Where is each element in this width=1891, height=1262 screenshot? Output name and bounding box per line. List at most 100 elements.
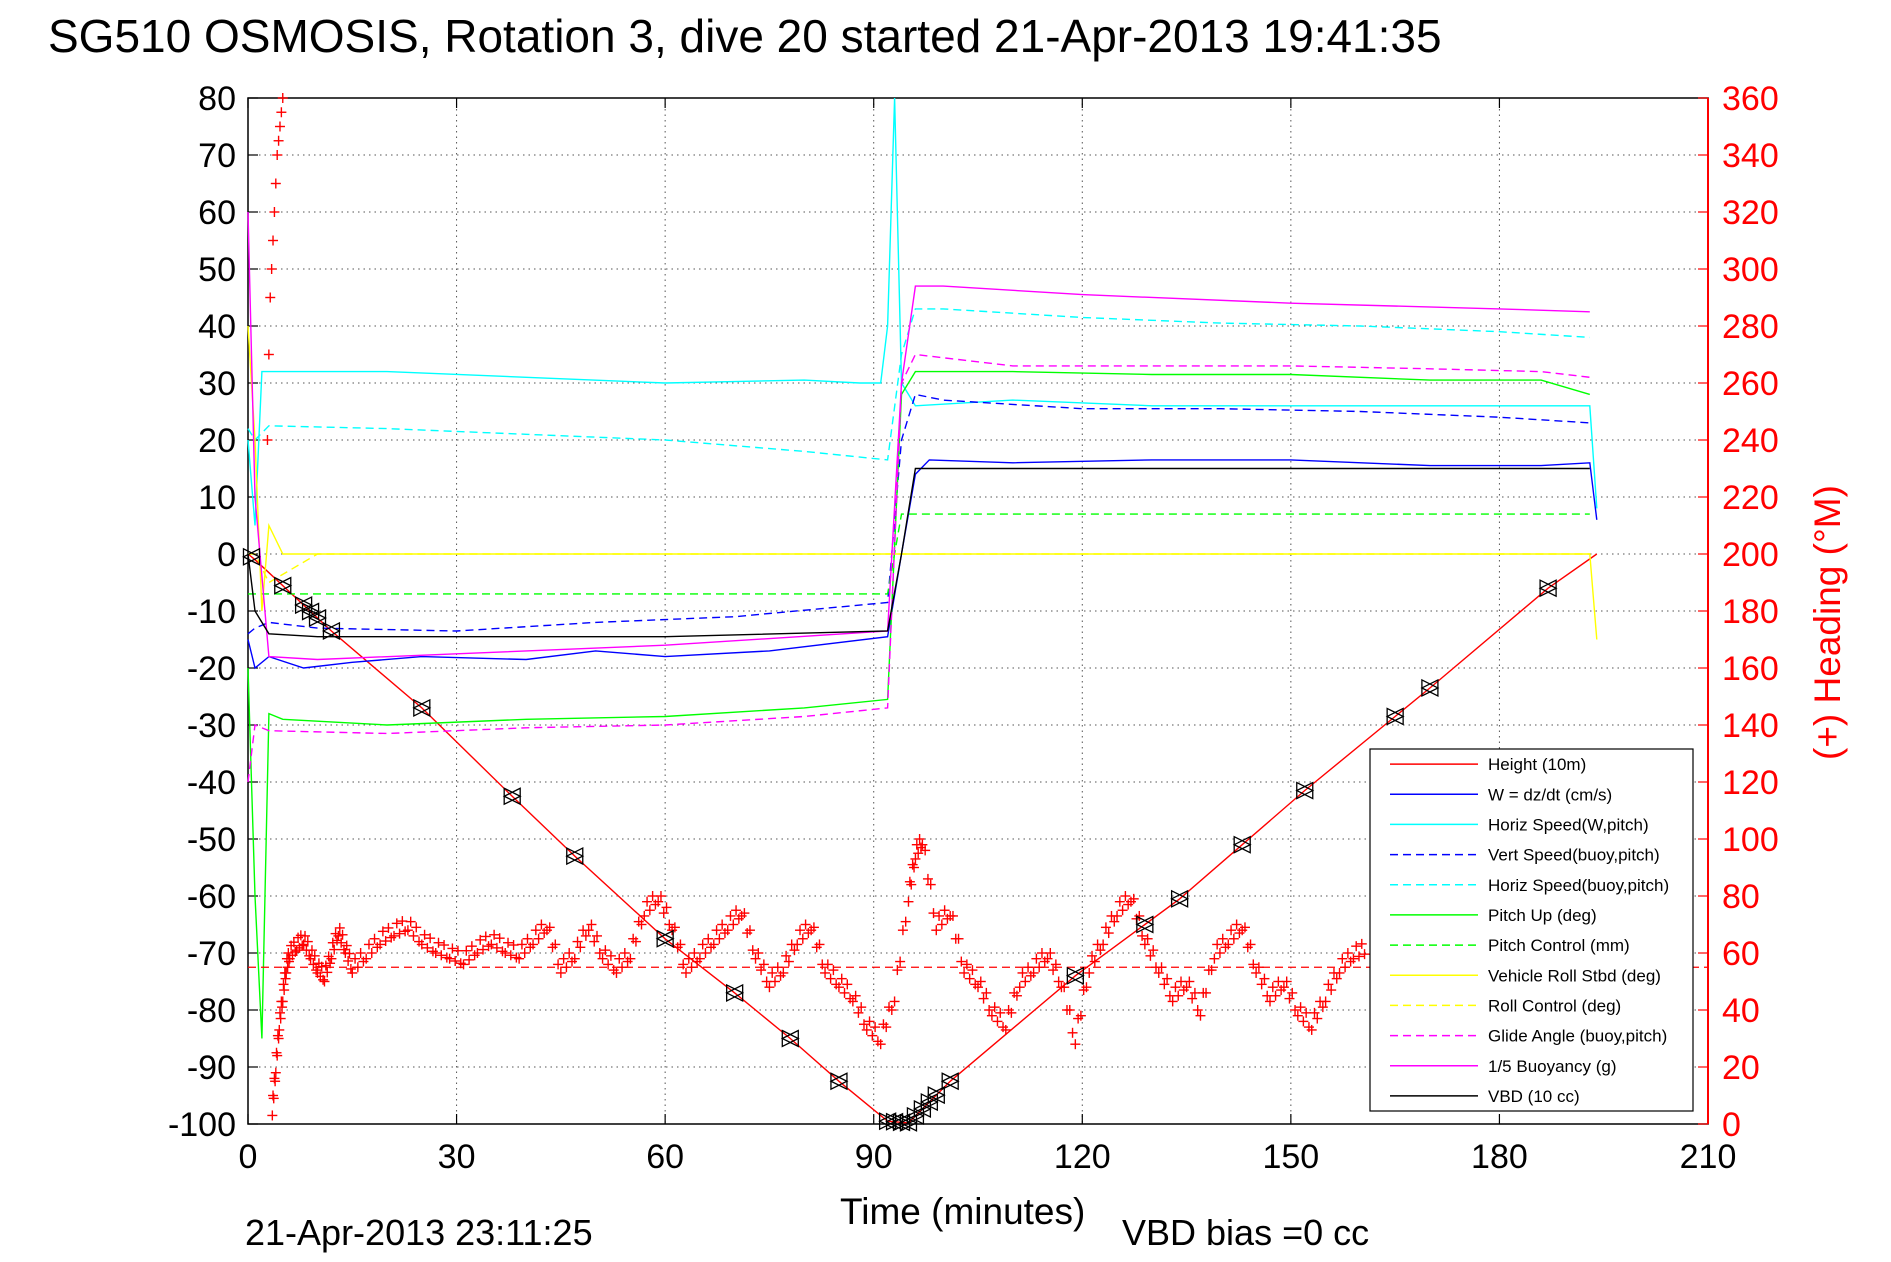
heading-marker bbox=[1164, 990, 1175, 1001]
heading-marker bbox=[275, 1013, 286, 1024]
heading-marker-spike bbox=[262, 435, 273, 445]
y-tick-label: -70 bbox=[187, 935, 236, 973]
heading-marker bbox=[1239, 922, 1250, 933]
heading-marker bbox=[1162, 973, 1173, 984]
triangle-marker bbox=[1135, 915, 1155, 934]
heading-marker bbox=[867, 1030, 878, 1041]
x-tick-labels: 0 30 60 90 120 150 180 210 bbox=[239, 1138, 1737, 1176]
heading-marker bbox=[1201, 987, 1212, 998]
heading-marker bbox=[1153, 967, 1164, 978]
heading-marker bbox=[642, 896, 653, 907]
heading-marker bbox=[343, 955, 354, 966]
heading-marker bbox=[322, 967, 333, 978]
heading-marker bbox=[603, 959, 614, 970]
heading-marker bbox=[1142, 933, 1153, 944]
heading-marker bbox=[1326, 985, 1337, 996]
heading-marker bbox=[614, 953, 625, 964]
triangle-left bbox=[412, 698, 431, 717]
heading-marker bbox=[1312, 1013, 1323, 1024]
heading-marker bbox=[1053, 976, 1064, 987]
y-tick-label: -100 bbox=[168, 1106, 236, 1144]
y-right-tick-label: 280 bbox=[1722, 308, 1779, 346]
triangle-marker bbox=[1420, 678, 1440, 698]
heading-marker bbox=[611, 967, 622, 978]
heading-marker bbox=[767, 967, 778, 978]
triangle-marker bbox=[940, 1072, 960, 1091]
heading-marker bbox=[836, 973, 847, 984]
heading-marker bbox=[917, 839, 928, 850]
triangle-left bbox=[565, 847, 584, 866]
heading-marker bbox=[739, 908, 750, 919]
triangle-left bbox=[294, 595, 313, 615]
triangle-marker bbox=[565, 847, 585, 866]
heading-marker bbox=[725, 910, 736, 921]
heading-marker bbox=[870, 1022, 881, 1033]
heading-marker bbox=[1176, 976, 1187, 987]
heading-marker bbox=[744, 925, 755, 936]
heading-marker bbox=[583, 925, 594, 936]
legend-label: Pitch Up (deg) bbox=[1488, 906, 1597, 925]
heading-marker bbox=[1192, 1005, 1203, 1015]
heading-marker bbox=[1228, 933, 1239, 944]
heading-marker bbox=[1098, 939, 1109, 950]
triangle-marker bbox=[905, 1106, 925, 1125]
heading-marker bbox=[1348, 953, 1359, 964]
y-tick-label: -50 bbox=[187, 821, 236, 859]
heading-marker bbox=[1187, 993, 1198, 1004]
heading-marker bbox=[981, 987, 992, 998]
heading-marker bbox=[661, 902, 672, 913]
triangle-marker bbox=[1295, 781, 1315, 800]
legend-item: 1/5 Buoyancy (g) bbox=[1390, 1057, 1617, 1076]
legend-item: W = dz/dt (cm/s) bbox=[1390, 785, 1612, 804]
heading-marker bbox=[528, 939, 539, 950]
heading-marker bbox=[1359, 949, 1370, 960]
footer-vbd-bias: VBD bias =0 cc bbox=[1122, 1212, 1369, 1253]
heading-marker bbox=[436, 950, 447, 961]
heading-marker bbox=[1000, 1024, 1011, 1035]
y-tick-label: -40 bbox=[187, 764, 236, 802]
heading-marker bbox=[1267, 982, 1278, 993]
heading-marker bbox=[856, 1002, 867, 1013]
series-line-2 bbox=[247, 97, 1598, 526]
heading-marker bbox=[300, 930, 311, 941]
heading-marker bbox=[600, 945, 611, 956]
heading-marker bbox=[1036, 948, 1047, 958]
heading-marker bbox=[1120, 891, 1131, 901]
heading-marker bbox=[366, 948, 377, 958]
heading-marker bbox=[319, 976, 330, 987]
heading-marker bbox=[361, 953, 372, 964]
heading-marker bbox=[769, 976, 780, 987]
y-right-tick-label: 80 bbox=[1722, 878, 1760, 916]
triangle-marker bbox=[1385, 707, 1405, 726]
heading-marker bbox=[1301, 1007, 1312, 1018]
heading-marker bbox=[1287, 987, 1298, 998]
heading-marker bbox=[728, 919, 739, 930]
heading-marker bbox=[486, 939, 497, 950]
y-right-tick-label: 200 bbox=[1722, 536, 1779, 574]
series-line-1 bbox=[247, 459, 1598, 670]
triangle-left bbox=[899, 1113, 918, 1132]
x-tick-label: 210 bbox=[1680, 1138, 1737, 1176]
legend-label: Vehicle Roll Stbd (deg) bbox=[1488, 966, 1661, 985]
x-tick-label: 150 bbox=[1262, 1138, 1319, 1176]
heading-marker bbox=[447, 943, 458, 954]
heading-marker bbox=[1042, 953, 1053, 964]
heading-marker bbox=[1045, 948, 1056, 958]
y-right-tick-label: 320 bbox=[1722, 194, 1779, 232]
triangle-left bbox=[725, 983, 744, 1002]
heading-marker bbox=[934, 910, 945, 921]
heading-marker bbox=[416, 939, 427, 950]
heading-marker bbox=[922, 873, 933, 884]
heading-marker bbox=[489, 929, 500, 940]
heading-marker bbox=[1206, 965, 1217, 976]
heading-marker-spike bbox=[276, 107, 287, 118]
heading-marker bbox=[327, 937, 338, 948]
y-tick-label: 30 bbox=[198, 365, 236, 403]
heading-marker bbox=[550, 939, 561, 950]
heading-marker bbox=[491, 942, 502, 953]
x-tick-label: 120 bbox=[1054, 1138, 1111, 1176]
heading-marker bbox=[1117, 905, 1128, 916]
heading-marker bbox=[973, 982, 983, 993]
y-tick-label: -80 bbox=[187, 992, 236, 1030]
heading-marker bbox=[419, 929, 430, 940]
